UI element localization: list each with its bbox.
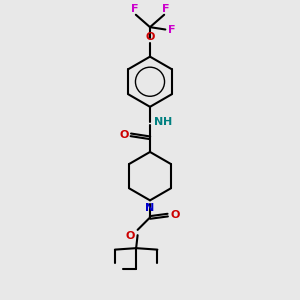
Text: O: O: [126, 231, 135, 241]
Text: O: O: [145, 32, 155, 42]
Text: F: F: [162, 4, 169, 14]
Text: O: O: [119, 130, 128, 140]
Text: O: O: [170, 210, 179, 220]
Text: N: N: [154, 118, 163, 128]
Text: F: F: [131, 4, 138, 14]
Text: F: F: [168, 25, 175, 34]
Text: H: H: [163, 118, 172, 128]
Text: N: N: [146, 203, 154, 213]
